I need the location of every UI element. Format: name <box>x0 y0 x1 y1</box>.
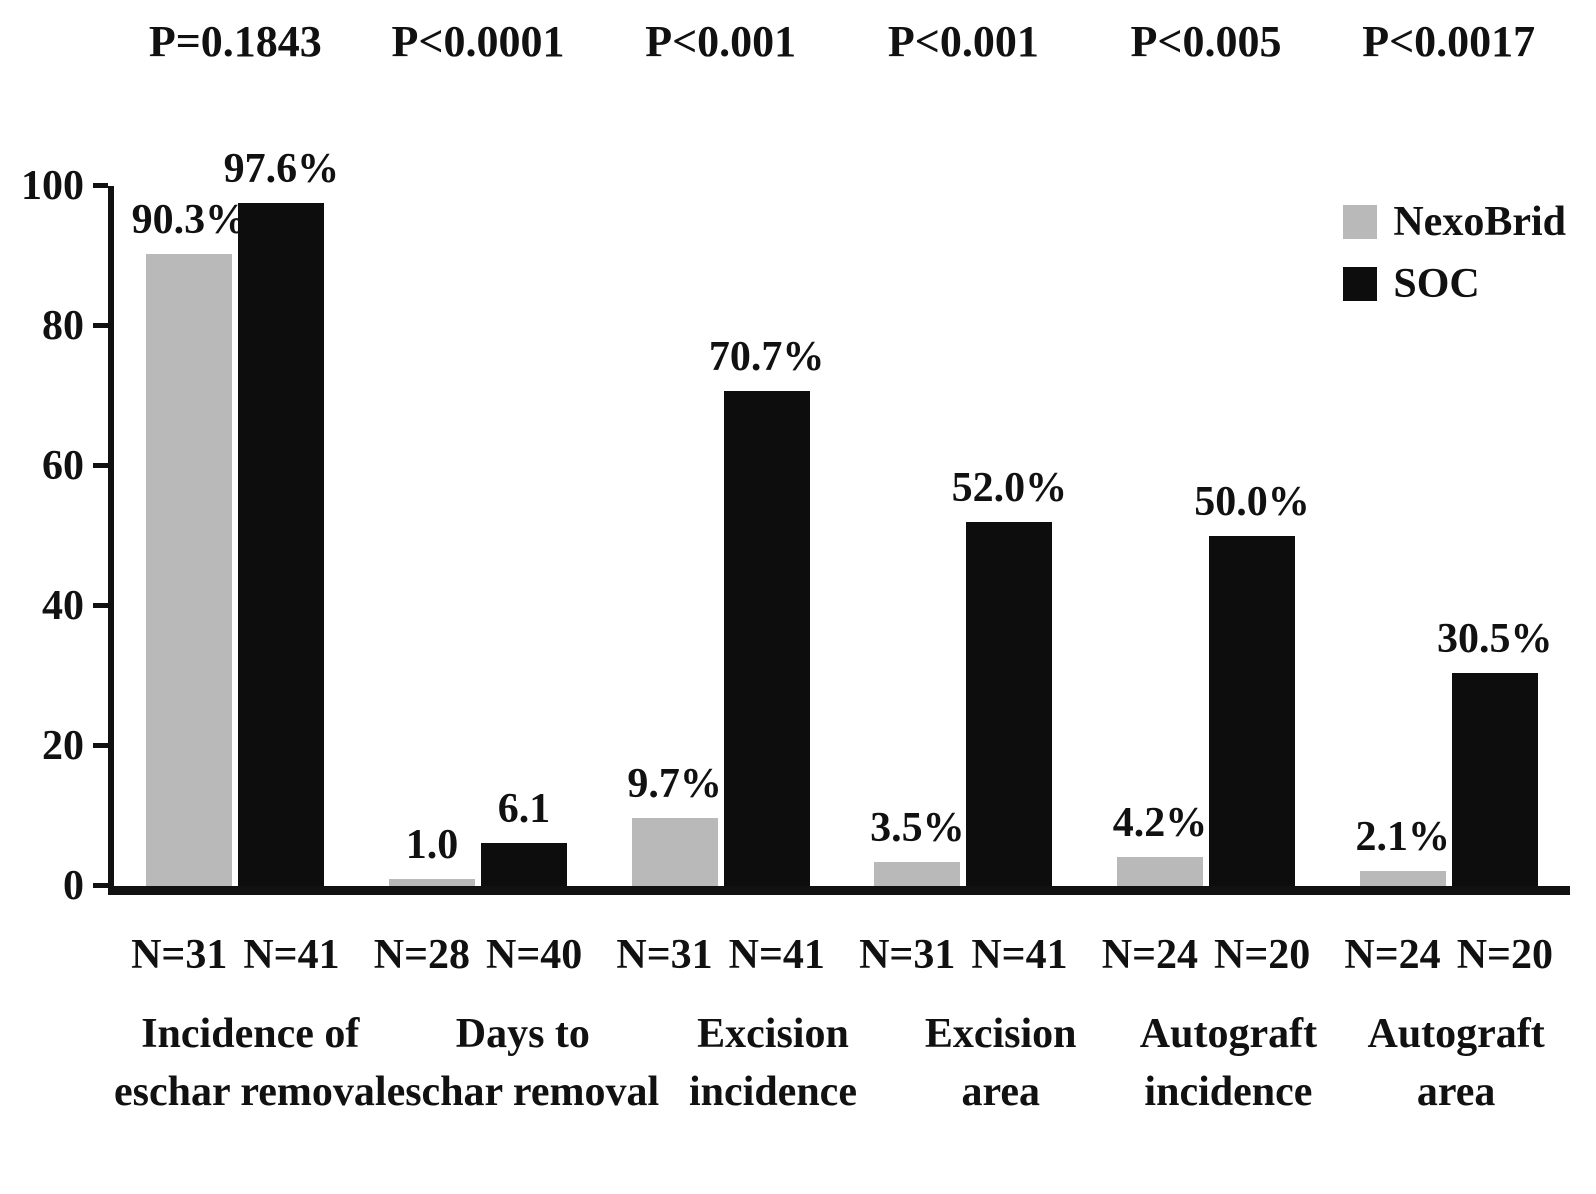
sample-size-label: N=24 <box>1101 932 1199 978</box>
category-label-line: Days to <box>455 1011 590 1057</box>
bar-value-label: 90.3% <box>131 196 248 243</box>
bar-soc: 97.6% <box>224 146 339 886</box>
bar-value-label: 4.2% <box>1112 799 1208 846</box>
y-tick-label: 0 <box>63 863 84 909</box>
sample-size-pair: N=31 N=41 <box>842 931 1085 979</box>
y-tick-mark <box>93 603 108 608</box>
category-label-line: Autograft <box>1367 1011 1545 1057</box>
bar-nexobrid: 2.1% <box>1355 814 1450 886</box>
category-label: Incidence of eschar removal <box>114 1005 387 1121</box>
legend-swatch-soc <box>1343 267 1378 301</box>
category-label-line: eschar removal <box>386 1069 660 1115</box>
y-tick-label: 60 <box>42 443 84 489</box>
p-value-label: P<0.0001 <box>391 17 565 66</box>
sample-size-label: N=31 <box>131 932 228 978</box>
bar-soc: 50.0% <box>1194 479 1310 886</box>
category-label-row: Incidence of eschar removal Days to eschar … <box>114 1005 1570 1121</box>
y-tick-mark <box>93 743 108 748</box>
category-label-line: area <box>1416 1069 1496 1115</box>
y-axis: 0 20 40 60 80 100 <box>0 163 108 909</box>
sample-size-pair: N=24 N=20 <box>1327 931 1570 979</box>
category-label-line: area <box>961 1069 1040 1115</box>
category-label-line: Excision <box>697 1011 849 1057</box>
category-label-line: Autograft <box>1139 1011 1318 1057</box>
category-label: Days to eschar removal <box>387 1005 660 1121</box>
category-label-line: Incidence of <box>141 1011 360 1057</box>
y-tick-label: 100 <box>21 163 84 209</box>
bar-nexobrid: 3.5% <box>870 805 965 886</box>
category-label-line: incidence <box>1144 1069 1313 1115</box>
category-label-line: eschar removal <box>114 1069 387 1115</box>
category-label-line: Excision <box>924 1011 1077 1057</box>
bar-group: 90.3% 97.6% <box>114 146 357 886</box>
bar-group: 9.7% 70.7% <box>599 186 842 886</box>
sample-size-pair: N=31 N=41 <box>114 931 357 979</box>
bar-value-label: 6.1 <box>497 786 551 833</box>
bar-value-label: 2.1% <box>1355 814 1450 861</box>
sample-size-pair: N=31 N=41 <box>599 931 842 979</box>
p-value-label: P<0.001 <box>645 17 797 66</box>
bar-group: 3.5% 52.0% <box>842 186 1085 886</box>
p-value-row: P=0.1843 P<0.0001 P<0.001 P<0.001 P<0.005 P<0… <box>114 16 1570 68</box>
plot-area: NexoBrid SOC 90.3% 97.6% 1.0 6.1 9.7% 70.7% 3.5… <box>108 146 1570 895</box>
p-value-label: P<0.005 <box>1130 17 1282 66</box>
bar-value-label: 30.5% <box>1436 615 1553 662</box>
bar-soc: 52.0% <box>952 465 1067 886</box>
bar-group: 1.0 6.1 <box>357 186 600 886</box>
y-tick-label: 80 <box>42 303 84 349</box>
y-tick-mark <box>93 323 108 328</box>
bar-nexobrid: 4.2% <box>1113 800 1207 886</box>
bar-value-label: 52.0% <box>951 465 1068 511</box>
p-value-label: P<0.001 <box>887 17 1039 66</box>
bar-value-label: 97.6% <box>223 145 340 192</box>
sample-size-row: N=31 N=41 N=28 N=40 N=31 N=41 N=31 N=41 N=24 N=20… <box>114 931 1570 979</box>
y-tick-label: 20 <box>42 723 84 769</box>
sample-size-label: N=41 <box>728 932 825 978</box>
y-tick-label: 40 <box>42 583 84 629</box>
bar-value-label: 3.5% <box>870 804 965 851</box>
y-tick-mark <box>93 183 108 188</box>
bar-nexobrid: 90.3% <box>132 197 247 886</box>
legend-swatch-nexobrid <box>1343 205 1378 239</box>
sample-size-label: N=24 <box>1344 932 1441 978</box>
p-value-label: P<0.0017 <box>1362 17 1536 66</box>
y-tick-mark <box>93 463 108 468</box>
bar-nexobrid: 9.7% <box>627 761 722 886</box>
bar-value-label: 70.7% <box>708 334 825 381</box>
chart-row: 0 20 40 60 80 100 NexoBrid SOC 90.3% 97.6% 1.0 6.… <box>0 146 1596 909</box>
p-value-label: P=0.1843 <box>148 17 322 66</box>
legend-entry: SOC <box>1343 262 1566 306</box>
sample-size-pair: N=24 N=20 <box>1085 931 1328 979</box>
bar-group: 4.2% 50.0% <box>1085 186 1328 886</box>
bar-group: 2.1% 30.5% <box>1327 186 1570 886</box>
bar-soc: 6.1 <box>481 786 567 886</box>
bar-nexobrid: 1.0 <box>389 822 475 886</box>
sample-size-label: N=40 <box>486 932 583 978</box>
sample-size-label: N=20 <box>1456 932 1553 978</box>
sample-size-label: N=41 <box>243 932 340 978</box>
sample-size-label: N=20 <box>1214 932 1311 978</box>
category-label-line: incidence <box>688 1069 857 1115</box>
sample-size-label: N=28 <box>373 932 470 978</box>
sample-size-label: N=41 <box>971 932 1068 978</box>
legend: NexoBrid SOC <box>1343 200 1566 306</box>
legend-entry: NexoBrid <box>1343 200 1566 244</box>
legend-label: NexoBrid <box>1393 199 1566 245</box>
bar-value-label: 50.0% <box>1194 479 1310 525</box>
bar-value-label: 9.7% <box>627 761 722 808</box>
bar-value-label: 1.0 <box>405 822 459 868</box>
sample-size-label: N=31 <box>616 932 713 978</box>
bar-soc: 70.7% <box>709 334 824 886</box>
category-label: Excision area <box>887 1005 1115 1121</box>
sample-size-pair: N=28 N=40 <box>357 931 600 979</box>
sample-size-label: N=31 <box>859 932 956 978</box>
legend-label: SOC <box>1393 261 1480 307</box>
category-label: Excision incidence <box>659 1005 887 1121</box>
y-tick-mark <box>93 883 108 888</box>
bar-soc: 30.5% <box>1437 616 1552 886</box>
category-label: Autograft incidence <box>1115 1005 1343 1121</box>
category-label: Autograft area <box>1342 1005 1570 1121</box>
